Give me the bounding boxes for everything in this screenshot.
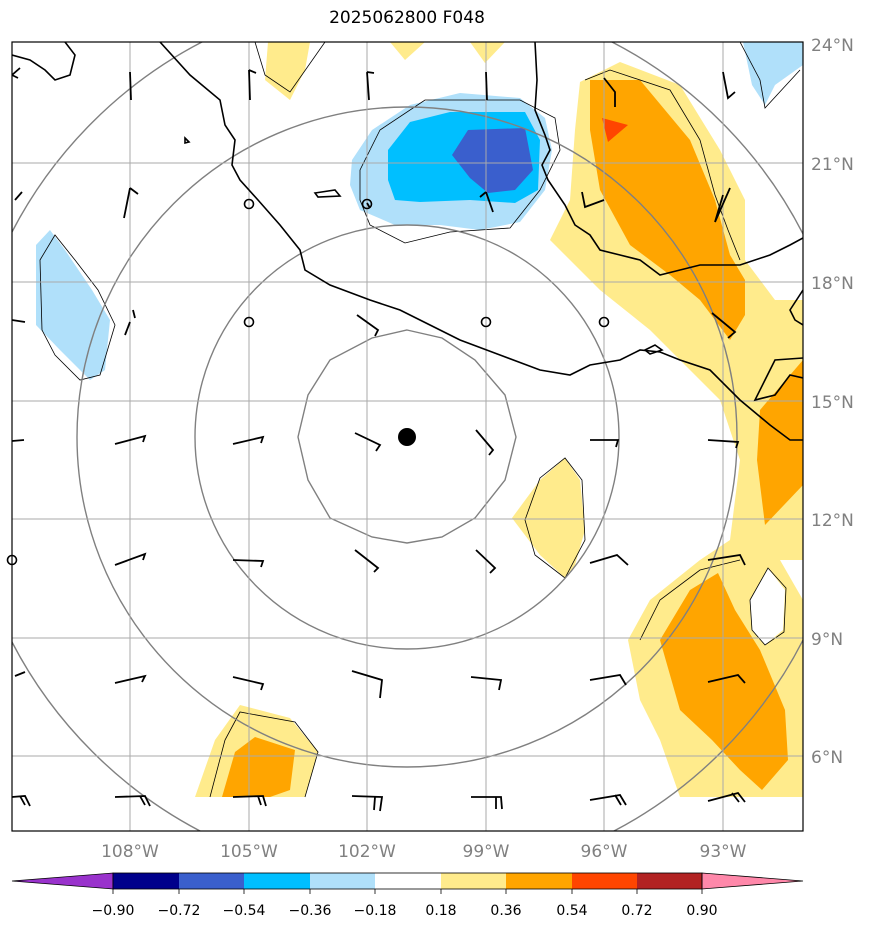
- colorbar-segment: [375, 873, 441, 889]
- colorbar-segment: [113, 873, 179, 889]
- positive-anomaly-orange-sw: [222, 737, 295, 797]
- colorbar: −0.90 −0.72 −0.54 −0.36 −0.18 0.18 0.36 …: [11, 872, 804, 919]
- colorbar-segment: [179, 873, 244, 889]
- colorbar-segment: [441, 873, 506, 889]
- colorbar-tick-label: 0.36: [490, 903, 521, 919]
- coastlines: [12, 42, 803, 441]
- baja-coast: [12, 42, 76, 81]
- negative-anomaly-royal-north: [452, 128, 533, 193]
- gulf-islands: [313, 189, 342, 198]
- colorbar-tick-label: 0.18: [425, 903, 456, 919]
- lon-label: 105°W: [220, 842, 278, 862]
- colorbar-tick-label: −0.36: [289, 903, 332, 919]
- latitude-labels: 24°N 21°N 18°N 15°N 12°N 9°N 6°N: [811, 36, 854, 768]
- map-frame: [11, 41, 804, 832]
- colorbar-segment: [506, 873, 572, 889]
- lon-label: 96°W: [581, 842, 628, 862]
- contour-lines: [39, 42, 801, 798]
- colorbar-tick-label: −0.54: [223, 903, 266, 919]
- colorbar-tick-label: −0.18: [354, 903, 397, 919]
- central-america-coast: [753, 357, 803, 402]
- lat-label: 24°N: [811, 36, 854, 56]
- positive-anomaly-red: [602, 118, 628, 142]
- colorbar-tick-label: −0.90: [92, 903, 135, 919]
- wind-barbs: [11, 67, 746, 812]
- positive-anomaly-east: [550, 62, 803, 797]
- yucatan-coast: [789, 289, 803, 326]
- lon-label: 102°W: [338, 842, 396, 862]
- lon-label: 108°W: [101, 842, 159, 862]
- filled-contours: [36, 42, 803, 797]
- negative-anomaly-light-ne: [743, 42, 803, 105]
- colorbar-tick-label: 0.72: [621, 903, 652, 919]
- positive-anomaly-center: [512, 458, 585, 578]
- lat-label: 9°N: [811, 630, 843, 650]
- positive-anomaly-top2: [390, 42, 425, 60]
- colorbar-segment: [310, 873, 375, 889]
- negative-anomaly-light-west: [36, 230, 110, 380]
- colorbar-extend-low: [11, 872, 114, 890]
- mexico-pacific-coast: [159, 42, 803, 441]
- lat-label: 6°N: [811, 748, 843, 768]
- positive-anomaly-orange-north: [590, 80, 745, 340]
- range-rings: [12, 42, 803, 831]
- colorbar-extend-high: [701, 872, 804, 890]
- colorbar-tick-label: 0.90: [686, 903, 717, 919]
- colorbar-tick-label: −0.72: [158, 903, 201, 919]
- storm-center-marker: [398, 428, 416, 446]
- colorbar-segment: [572, 873, 637, 889]
- colorbar-segment: [244, 873, 310, 889]
- lon-label: 99°W: [463, 842, 510, 862]
- longitude-labels: 108°W 105°W 102°W 99°W 96°W 93°W: [101, 842, 747, 862]
- lat-label: 12°N: [811, 511, 854, 531]
- lat-label: 15°N: [811, 393, 854, 413]
- positive-anomaly-orange-south: [660, 573, 788, 790]
- lon-label: 93°W: [700, 842, 747, 862]
- graticule: [12, 42, 803, 831]
- colorbar-tick-label: 0.54: [556, 903, 587, 919]
- positive-anomaly-top3: [470, 42, 505, 63]
- gulf-coast: [534, 42, 803, 276]
- map-title: 2025062800 F048: [329, 8, 485, 28]
- lat-label: 21°N: [811, 155, 854, 175]
- colorbar-segment: [637, 873, 702, 889]
- lat-label: 18°N: [811, 274, 854, 294]
- white-hole: [750, 568, 785, 645]
- positive-anomaly-top1: [265, 42, 310, 100]
